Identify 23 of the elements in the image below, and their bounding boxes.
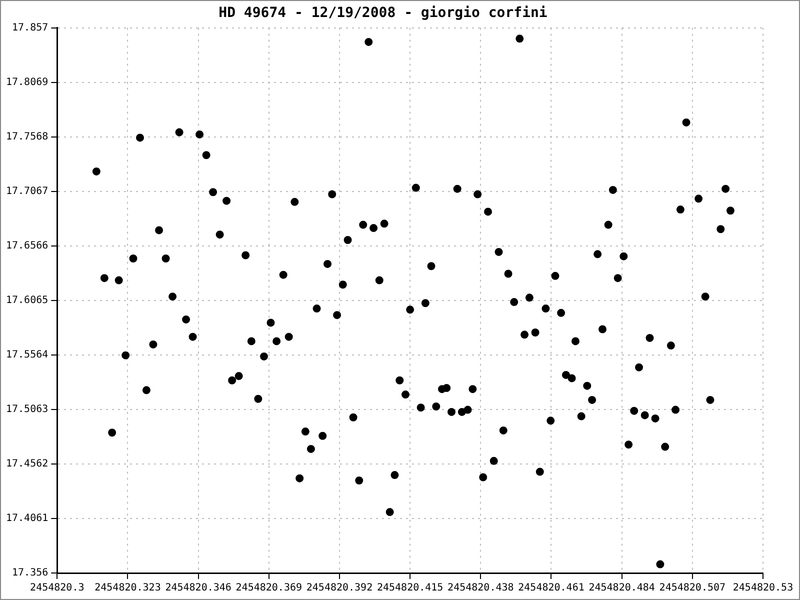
y-tick-label: 17.5063 bbox=[6, 404, 48, 416]
x-tick-label: 2454820.438 bbox=[448, 582, 514, 594]
x-tick-label: 2454820.346 bbox=[165, 582, 232, 594]
x-tick-label: 2454820.369 bbox=[236, 582, 302, 594]
x-tick-label: 2454820.461 bbox=[518, 582, 584, 594]
y-tick-label: 17.7067 bbox=[6, 186, 48, 197]
y-tick-label: 17.4562 bbox=[6, 458, 48, 470]
x-tick-label: 2454820.392 bbox=[306, 582, 373, 594]
y-tick-label: 17.6065 bbox=[6, 294, 48, 306]
x-tick-label: 2454820.3 bbox=[30, 582, 84, 594]
x-tick-label: 2454820.507 bbox=[659, 582, 726, 594]
y-tick-label: 17.857 bbox=[12, 22, 48, 34]
x-tick-label: 2454820.323 bbox=[94, 582, 161, 594]
y-tick-label: 17.356 bbox=[12, 568, 48, 579]
y-tick-label: 17.6566 bbox=[6, 240, 48, 252]
y-tick-label: 17.7568 bbox=[6, 131, 48, 142]
chart-title: HD 49674 - 12/19/2008 - giorgio corfini bbox=[218, 5, 548, 22]
y-tick-label: 17.8069 bbox=[6, 76, 48, 88]
y-tick-label: 17.4061 bbox=[6, 513, 48, 524]
x-tick-label: 2454820.53 bbox=[732, 582, 794, 594]
y-tick-label: 17.5564 bbox=[6, 350, 48, 361]
x-tick-label: 2454820.484 bbox=[588, 582, 655, 594]
x-tick-label: 2454820.415 bbox=[376, 582, 444, 594]
